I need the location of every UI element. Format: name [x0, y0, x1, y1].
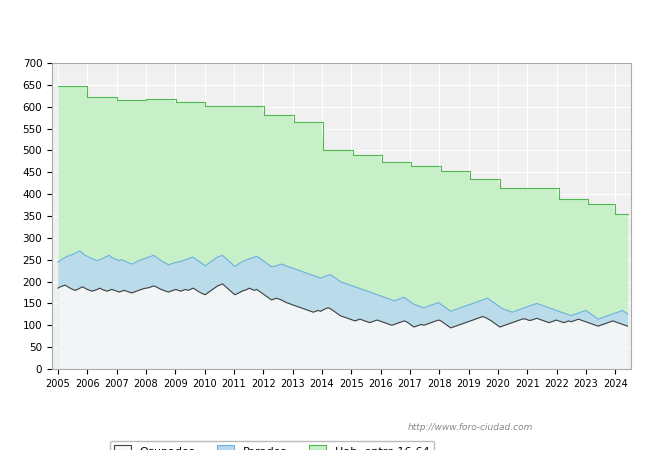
- Text: Os Blancos - Evolucion de la poblacion en edad de Trabajar Mayo de 2024: Os Blancos - Evolucion de la poblacion e…: [78, 21, 572, 33]
- Legend: Ocupados, Parados, Hab. entre 16-64: Ocupados, Parados, Hab. entre 16-64: [110, 441, 434, 450]
- Text: http://www.foro-ciudad.com: http://www.foro-ciudad.com: [408, 423, 533, 432]
